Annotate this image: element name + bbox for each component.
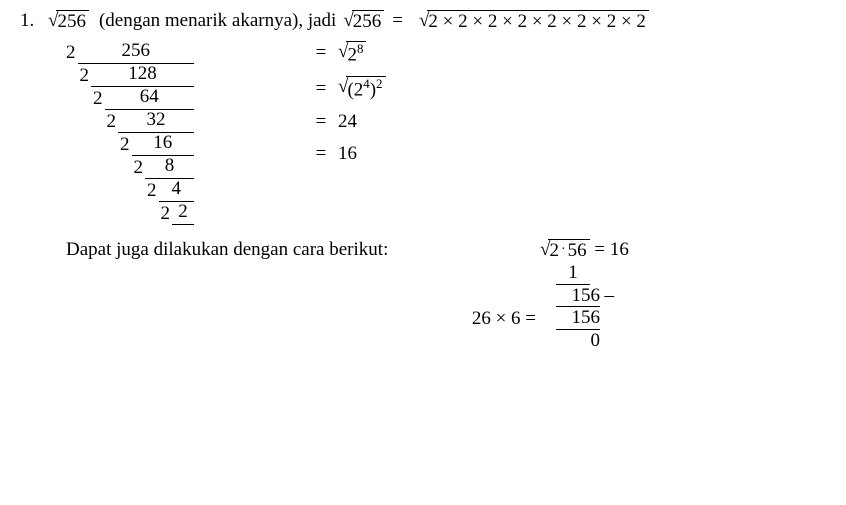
equals-sign: = xyxy=(594,239,609,260)
radicand: 256 xyxy=(56,10,89,33)
ld-bringdown: 156– xyxy=(556,285,600,308)
base: 2 xyxy=(347,44,357,65)
radicand: 256 xyxy=(352,10,385,33)
long-division-table: √ 2·56 = 16 1 156– 26 × 6 = xyxy=(454,239,631,352)
ladder-value: 8 xyxy=(145,156,194,179)
exponent: 4 xyxy=(363,76,369,91)
group-b: 56 xyxy=(568,240,587,261)
problem-number: 1. xyxy=(20,10,48,32)
ld-remainder: 0 xyxy=(556,330,600,352)
sqrt-256-left: √ 256 xyxy=(48,10,89,33)
value: 24 xyxy=(338,111,357,133)
equals-sign: = xyxy=(304,111,338,133)
grouping-dot-icon: · xyxy=(559,242,568,257)
ladder-value: 4 xyxy=(159,179,195,202)
radicand: (24)2 xyxy=(346,76,385,101)
ladder-divisor: 2 xyxy=(107,110,119,131)
simplify-step: = 24 xyxy=(304,111,386,133)
base: 2 xyxy=(354,79,364,100)
sqrt-2-8: √ 28 xyxy=(338,41,366,66)
problem-line: 1. √ 256 (dengan menarik akarnya), jadi … xyxy=(20,10,826,33)
ladder-divisor: 2 xyxy=(66,41,78,62)
table-row: 0 xyxy=(454,330,631,352)
ladder-divisor: 2 xyxy=(161,202,173,223)
long-division: √ 2·56 = 16 1 156– 26 × 6 = xyxy=(454,239,631,352)
ladder-value: 16 xyxy=(132,133,195,156)
equals-sign: = xyxy=(304,143,338,165)
simplify-step: = √ (24)2 xyxy=(304,76,386,101)
division-ladder: 2 256 2 128 2 64 2 xyxy=(66,41,194,225)
ladder-value: 2 xyxy=(172,202,194,225)
group-a: 2 xyxy=(549,240,559,261)
ladder-value: 128 xyxy=(91,64,194,87)
ladder-value: 64 xyxy=(105,87,195,110)
alt-method-text: Dapat juga dilakukan dengan cara berikut… xyxy=(66,239,446,352)
ladder-divisor: 2 xyxy=(147,179,159,200)
simplify-step: = 16 xyxy=(304,143,386,165)
exponent: 2 xyxy=(376,76,382,91)
sqrt-256-right: √ 256 xyxy=(343,10,384,33)
ladder-divisor: 2 xyxy=(120,133,132,154)
ladder-value: 32 xyxy=(118,110,194,133)
radicand: 28 xyxy=(346,41,366,66)
sqrt-2-56: √ 2·56 xyxy=(540,239,590,262)
ld-sub-2: 156– xyxy=(556,307,600,330)
factor-chain: 2 × 2 × 2 × 2 × 2 × 2 × 2 × 2 xyxy=(427,10,649,33)
ladder-divisor: 2 xyxy=(93,87,105,108)
sqrt-2-4-2: √ (24)2 xyxy=(338,76,386,101)
alt-method-block: Dapat juga dilakukan dengan cara berikut… xyxy=(20,239,826,352)
sqrt-result: 16 xyxy=(610,239,629,260)
ld-sub-1: 1 xyxy=(556,262,590,285)
middle-block: 2 256 2 128 2 64 2 xyxy=(20,41,826,225)
minus-icon: – xyxy=(605,285,615,307)
table-row: √ 2·56 = 16 xyxy=(454,239,631,262)
ladder-step: 2 256 2 128 2 64 2 xyxy=(66,41,194,225)
equals-sign: = xyxy=(304,78,338,100)
ladder-value: 256 xyxy=(78,41,195,64)
simplify-column: = √ 28 = √ (24)2 = 24 = 16 xyxy=(304,41,386,225)
ld-multiplier: 26 × 6 = xyxy=(454,307,538,330)
exponent: 8 xyxy=(357,41,363,56)
radicand: 2·56 xyxy=(548,239,589,262)
problem-phrase: (dengan menarik akarnya), jadi xyxy=(99,10,336,32)
table-row: 1 xyxy=(454,262,631,285)
table-row: 26 × 6 = 156– xyxy=(454,307,631,330)
ladder-divisor: 2 xyxy=(134,156,146,177)
ladder-divisor: 2 xyxy=(80,64,92,85)
equals-sign: = xyxy=(304,42,338,64)
equals-sign: = xyxy=(392,10,403,32)
simplify-step: = √ 28 xyxy=(304,41,386,66)
sqrt-factor-chain: √ 2 × 2 × 2 × 2 × 2 × 2 × 2 × 2 xyxy=(419,10,649,33)
value: 16 xyxy=(338,143,357,165)
